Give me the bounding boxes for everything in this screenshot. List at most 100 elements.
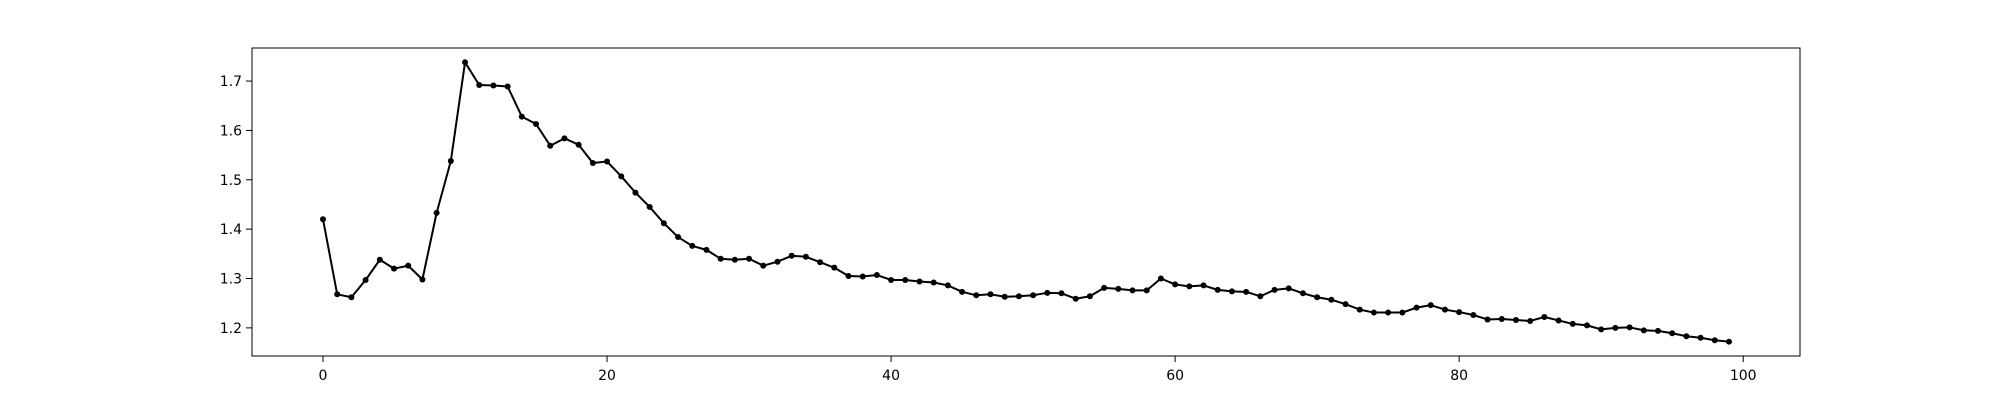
- data-point: [1058, 290, 1065, 297]
- data-point: [589, 160, 596, 167]
- data-point: [717, 255, 724, 262]
- ticks-layer: 0 20 40 60 80 100 1.2 1.3 1.4 1.5 1.6 1.7: [220, 74, 1757, 384]
- data-point: [1200, 282, 1207, 289]
- data-point: [1669, 330, 1676, 337]
- data-point: [1001, 293, 1008, 300]
- data-point: [660, 220, 667, 227]
- y-tick-label: 1.4: [220, 222, 242, 238]
- data-point: [1243, 288, 1250, 295]
- data-point: [987, 291, 994, 298]
- x-tick-label: 40: [882, 368, 900, 384]
- data-point: [1711, 337, 1718, 344]
- y-tick-label: 1.2: [220, 321, 242, 337]
- data-point: [533, 121, 540, 128]
- data-point: [1228, 288, 1235, 295]
- data-point: [447, 158, 454, 165]
- data-point: [930, 279, 937, 286]
- data-point: [348, 294, 355, 301]
- data-point: [1484, 316, 1491, 323]
- data-point: [788, 252, 795, 259]
- y-tick-label: 1.7: [220, 74, 242, 90]
- data-point: [1299, 290, 1306, 297]
- data-point: [1612, 324, 1619, 331]
- data-point: [504, 83, 511, 90]
- data-point: [817, 259, 824, 266]
- x-tick-label: 80: [1450, 368, 1468, 384]
- data-point: [859, 273, 866, 280]
- data-point: [334, 291, 341, 298]
- data-point: [391, 265, 398, 272]
- data-point: [618, 173, 625, 180]
- data-point: [1555, 317, 1562, 324]
- data-point: [774, 258, 781, 265]
- data-point: [462, 59, 469, 66]
- data-point: [1413, 304, 1420, 311]
- data-point: [1385, 309, 1392, 316]
- data-point: [1257, 293, 1264, 300]
- data-point: [1271, 286, 1278, 293]
- x-tick-label: 100: [1730, 368, 1757, 384]
- data-point: [1342, 301, 1349, 308]
- data-point: [547, 142, 554, 149]
- data-point: [1214, 286, 1221, 293]
- data-point: [1328, 296, 1335, 303]
- data-point: [646, 203, 653, 210]
- data-point: [731, 256, 738, 263]
- data-point: [675, 234, 682, 241]
- data-point: [1186, 283, 1193, 290]
- data-point: [873, 272, 880, 279]
- data-point: [1015, 293, 1022, 300]
- data-point: [1626, 324, 1633, 331]
- data-point: [802, 253, 809, 260]
- data-point: [632, 189, 639, 196]
- data-point: [1172, 281, 1179, 288]
- data-point: [1583, 322, 1590, 329]
- data-point: [1541, 314, 1548, 321]
- x-tick-label: 60: [1166, 368, 1184, 384]
- x-tick-label: 20: [598, 368, 616, 384]
- data-point: [944, 282, 951, 289]
- data-point: [1129, 287, 1136, 294]
- data-point: [1399, 309, 1406, 316]
- y-tick-label: 1.6: [220, 123, 242, 139]
- series-line: [322, 61, 1730, 343]
- data-point: [1470, 312, 1477, 319]
- data-point: [1030, 292, 1037, 299]
- data-point: [1285, 285, 1292, 292]
- marks-layer: [320, 59, 1732, 345]
- data-point: [518, 113, 525, 120]
- data-point: [1441, 306, 1448, 313]
- data-point: [1157, 275, 1164, 282]
- data-point: [1498, 315, 1505, 322]
- data-point: [1654, 327, 1661, 334]
- data-point: [561, 135, 568, 142]
- data-point: [476, 82, 483, 89]
- data-point: [703, 246, 710, 253]
- data-point: [419, 276, 426, 283]
- data-point: [405, 262, 412, 269]
- data-point: [1143, 287, 1150, 294]
- data-point: [888, 276, 895, 283]
- data-point: [1512, 316, 1519, 323]
- data-point: [1101, 284, 1108, 291]
- data-point: [959, 288, 966, 295]
- data-point: [1697, 334, 1704, 341]
- data-point: [1683, 333, 1690, 340]
- plot-frame: [251, 47, 1801, 357]
- data-point: [916, 278, 923, 285]
- data-point: [604, 158, 611, 165]
- data-point: [362, 276, 369, 283]
- data-point: [320, 216, 327, 223]
- data-point: [831, 264, 838, 271]
- data-point: [1569, 320, 1576, 327]
- data-point: [1086, 293, 1093, 300]
- data-point: [1072, 295, 1079, 302]
- data-point: [1456, 309, 1463, 316]
- data-point: [1356, 306, 1363, 313]
- data-point: [1640, 327, 1647, 334]
- data-point: [1370, 309, 1377, 316]
- data-point: [1725, 338, 1732, 345]
- data-point: [1314, 294, 1321, 301]
- data-point: [845, 273, 852, 280]
- data-point: [689, 242, 696, 249]
